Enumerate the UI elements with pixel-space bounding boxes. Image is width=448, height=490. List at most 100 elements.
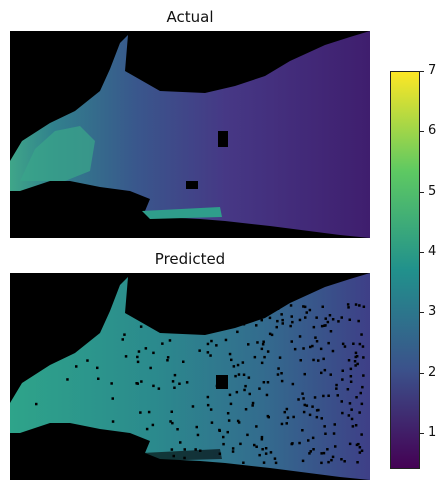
missing-pixel <box>235 305 238 308</box>
missing-pixel <box>96 366 99 370</box>
missing-pixel <box>347 359 351 362</box>
missing-pixel <box>289 304 293 307</box>
missing-pixel <box>354 424 358 427</box>
missing-pixel <box>280 422 284 426</box>
missing-pixel <box>303 305 307 309</box>
missing-pixel <box>246 433 249 437</box>
missing-pixel <box>247 343 250 346</box>
missing-pixel <box>228 352 232 356</box>
missing-pixel <box>261 311 265 314</box>
missing-pixel <box>278 356 282 359</box>
missing-pixel <box>292 415 295 419</box>
missing-pixel <box>173 329 176 333</box>
missing-pixel <box>327 341 330 345</box>
missing-pixel <box>135 458 138 462</box>
missing-pixel <box>361 385 364 389</box>
missing-pixel <box>139 325 143 328</box>
missing-pixel <box>343 345 347 348</box>
missing-pixel <box>190 322 193 326</box>
missing-pixel <box>206 395 210 399</box>
missing-pixel <box>301 392 304 395</box>
missing-pixel <box>206 342 210 346</box>
missing-pixel <box>243 388 246 392</box>
missing-pixel <box>307 439 310 442</box>
missing-pixel <box>274 461 278 465</box>
missing-pixel <box>346 303 350 306</box>
missing-pixel <box>357 442 360 446</box>
missing-pixel <box>358 304 361 307</box>
missing-pixel <box>86 443 90 447</box>
missing-pixel <box>195 425 198 429</box>
missing-pixel <box>149 366 152 370</box>
colorbar-tick-label: 4 <box>428 243 437 259</box>
missing-pixel <box>304 316 307 319</box>
missing-pixel <box>358 342 362 346</box>
missing-pixel <box>313 396 317 399</box>
missing-pixel <box>290 315 293 318</box>
missing-pixel <box>362 305 366 308</box>
missing-pixel <box>251 404 254 407</box>
predicted-heatmap <box>10 273 370 480</box>
missing-pixel <box>246 313 249 317</box>
missing-pixel <box>276 307 280 310</box>
actual-inlet <box>142 207 222 219</box>
missing-pixel <box>360 449 364 452</box>
missing-pixel <box>231 447 235 450</box>
missing-pixel <box>196 433 200 437</box>
missing-pixel <box>327 460 330 464</box>
missing-pixel <box>136 382 139 385</box>
missing-pixel <box>134 307 137 310</box>
missing-pixel <box>226 412 230 415</box>
missing-pixel <box>235 390 239 394</box>
missing-pixel <box>264 452 268 455</box>
missing-pixel <box>218 452 222 455</box>
missing-pixel <box>218 428 221 432</box>
colorbar-tick-mark <box>420 251 424 253</box>
colorbar: 1 2 3 4 5 6 7 <box>390 63 436 469</box>
colorbar-tick-mark <box>420 191 424 193</box>
missing-pixel <box>362 374 365 377</box>
missing-pixel <box>265 393 269 397</box>
missing-pixel <box>242 461 245 464</box>
missing-pixel <box>226 430 229 434</box>
missing-pixel <box>258 453 261 457</box>
missing-pixel <box>315 340 319 343</box>
missing-pixel <box>341 342 345 346</box>
missing-pixel <box>351 425 355 428</box>
missing-pixel <box>321 305 324 308</box>
missing-pixel <box>161 342 164 345</box>
missing-pixel <box>152 384 155 388</box>
missing-pixel <box>302 397 305 400</box>
missing-pixel <box>183 448 186 451</box>
missing-pixel <box>329 330 333 333</box>
colorbar-tick-mark <box>420 372 424 374</box>
missing-pixel <box>185 381 189 384</box>
missing-pixel <box>346 388 350 391</box>
missing-pixel <box>320 417 323 420</box>
missing-pixel <box>285 407 289 411</box>
missing-pixel <box>170 448 174 451</box>
missing-pixel <box>302 347 305 350</box>
actual-island <box>218 131 228 147</box>
missing-pixel <box>340 316 343 319</box>
missing-pixel <box>298 318 302 322</box>
missing-pixel <box>359 391 362 395</box>
missing-pixel <box>260 361 264 365</box>
missing-pixel <box>260 347 264 351</box>
missing-pixel <box>242 373 246 376</box>
missing-pixel <box>237 421 241 424</box>
missing-pixel <box>227 419 231 422</box>
missing-pixel <box>218 316 222 320</box>
missing-pixel <box>171 421 174 425</box>
missing-pixel <box>274 303 277 307</box>
missing-pixel <box>260 438 264 441</box>
missing-pixel <box>301 459 305 463</box>
missing-pixel <box>103 451 106 454</box>
colorbar-tick-mark <box>420 432 424 434</box>
missing-pixel <box>253 443 256 447</box>
missing-pixel <box>136 355 139 359</box>
missing-pixel <box>326 320 330 324</box>
colorbar-gradient <box>390 71 420 469</box>
missing-pixel <box>305 311 308 314</box>
missing-pixel <box>317 359 320 362</box>
